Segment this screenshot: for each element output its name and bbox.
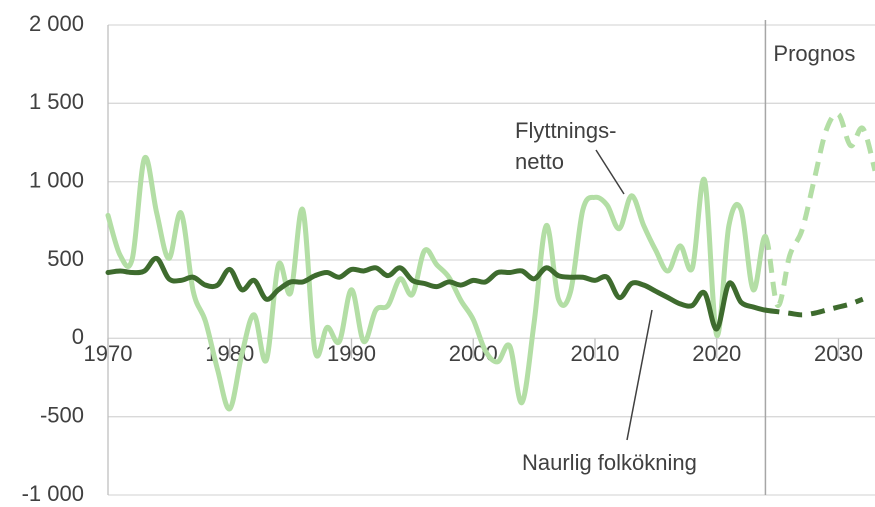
series-label: Naurlig folkökning [522, 450, 697, 475]
x-tick-label: 1990 [327, 341, 376, 366]
leader-line [626, 309, 653, 441]
x-tick-label: 2000 [449, 341, 498, 366]
y-tick-label: 500 [47, 246, 84, 271]
y-tick-label: 2 000 [29, 11, 84, 36]
series-label: netto [515, 149, 564, 174]
series-label: Flyttnings- [515, 118, 616, 143]
y-tick-label: 1 000 [29, 167, 84, 192]
y-tick-label: 0 [72, 324, 84, 349]
x-tick-label: 2010 [571, 341, 620, 366]
line-historical [105, 155, 768, 412]
leader-line [595, 149, 625, 195]
line-historical [105, 255, 768, 332]
y-tick-label: -1 000 [22, 481, 84, 506]
x-tick-label: 1970 [84, 341, 133, 366]
x-tick-label: 2020 [692, 341, 741, 366]
line-forecast [763, 111, 875, 308]
x-tick-label: 2030 [814, 341, 863, 366]
y-tick-label: 1 500 [29, 89, 84, 114]
line-forecast [764, 296, 864, 318]
forecast-label: Prognos [773, 41, 855, 66]
y-tick-label: -500 [40, 402, 84, 427]
